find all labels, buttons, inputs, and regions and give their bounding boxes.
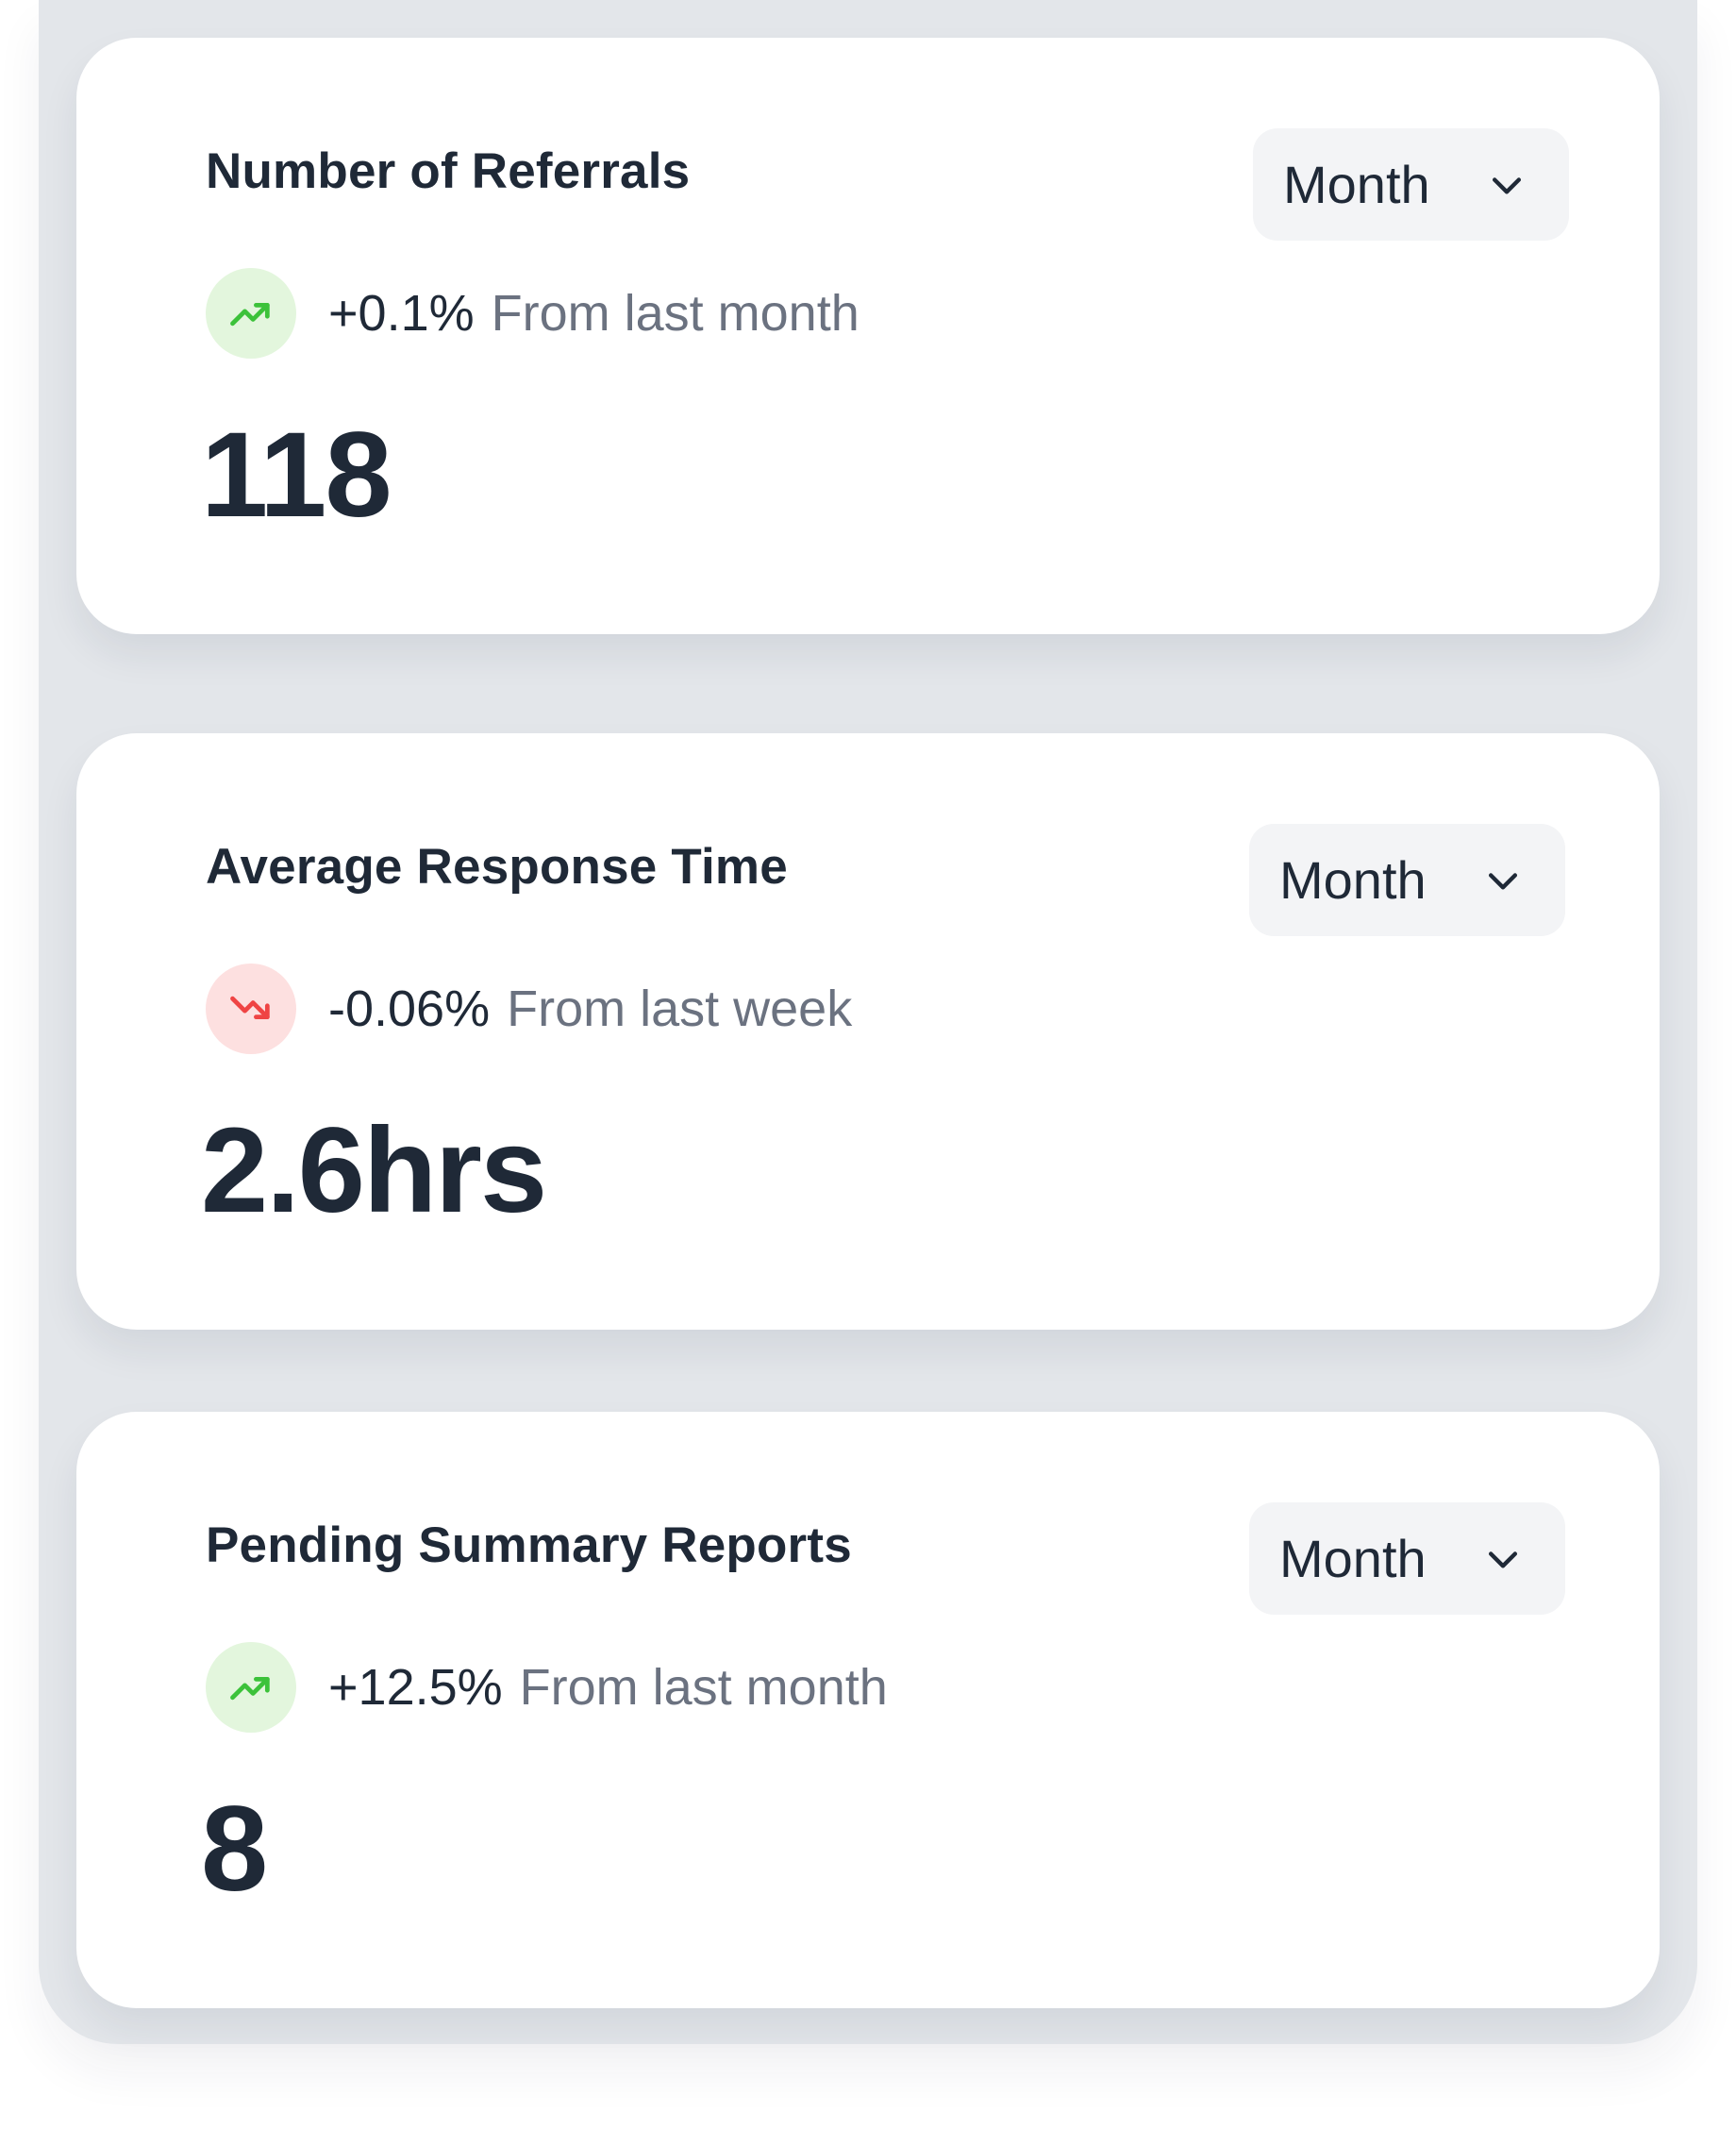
period-dropdown[interactable]: Month (1249, 1502, 1565, 1615)
metric-value: 2.6hrs (201, 1103, 547, 1238)
trend-caption: From last month (519, 1659, 888, 1716)
trending-up-icon (230, 1676, 270, 1701)
trend-row: -0.06% From last week (206, 964, 852, 1054)
trend-badge (206, 268, 296, 359)
trend-value: +12.5% (328, 1659, 503, 1716)
trending-down-icon (230, 996, 270, 1020)
chevron-down-icon (1492, 177, 1522, 194)
stat-card-referrals: Number of Referrals Month +0.1% From las… (76, 38, 1660, 634)
stat-card-pending-reports: Pending Summary Reports Month +12.5% Fro… (76, 1412, 1660, 2008)
chevron-down-icon (1488, 873, 1518, 890)
card-title: Average Response Time (206, 839, 788, 895)
stat-card-response-time: Average Response Time Month -0.06% From … (76, 733, 1660, 1330)
metric-value: 8 (201, 1782, 268, 1917)
trend-row: +12.5% From last month (206, 1642, 888, 1733)
card-title: Pending Summary Reports (206, 1517, 852, 1573)
trending-up-icon (230, 302, 270, 327)
trend-badge (206, 1642, 296, 1733)
period-dropdown-value: Month (1283, 155, 1430, 214)
period-dropdown[interactable]: Month (1249, 824, 1565, 936)
metric-value: 118 (201, 408, 392, 543)
trend-badge (206, 964, 296, 1054)
trend-caption: From last week (507, 981, 853, 1037)
period-dropdown-value: Month (1279, 850, 1427, 910)
trend-caption: From last month (491, 285, 860, 342)
card-title: Number of Referrals (206, 143, 691, 199)
trend-value: +0.1% (328, 285, 475, 342)
period-dropdown[interactable]: Month (1253, 128, 1569, 241)
period-dropdown-value: Month (1279, 1529, 1427, 1588)
trend-row: +0.1% From last month (206, 268, 860, 359)
chevron-down-icon (1488, 1551, 1518, 1568)
stats-panel: Number of Referrals Month +0.1% From las… (39, 0, 1697, 2044)
trend-value: -0.06% (328, 981, 491, 1037)
